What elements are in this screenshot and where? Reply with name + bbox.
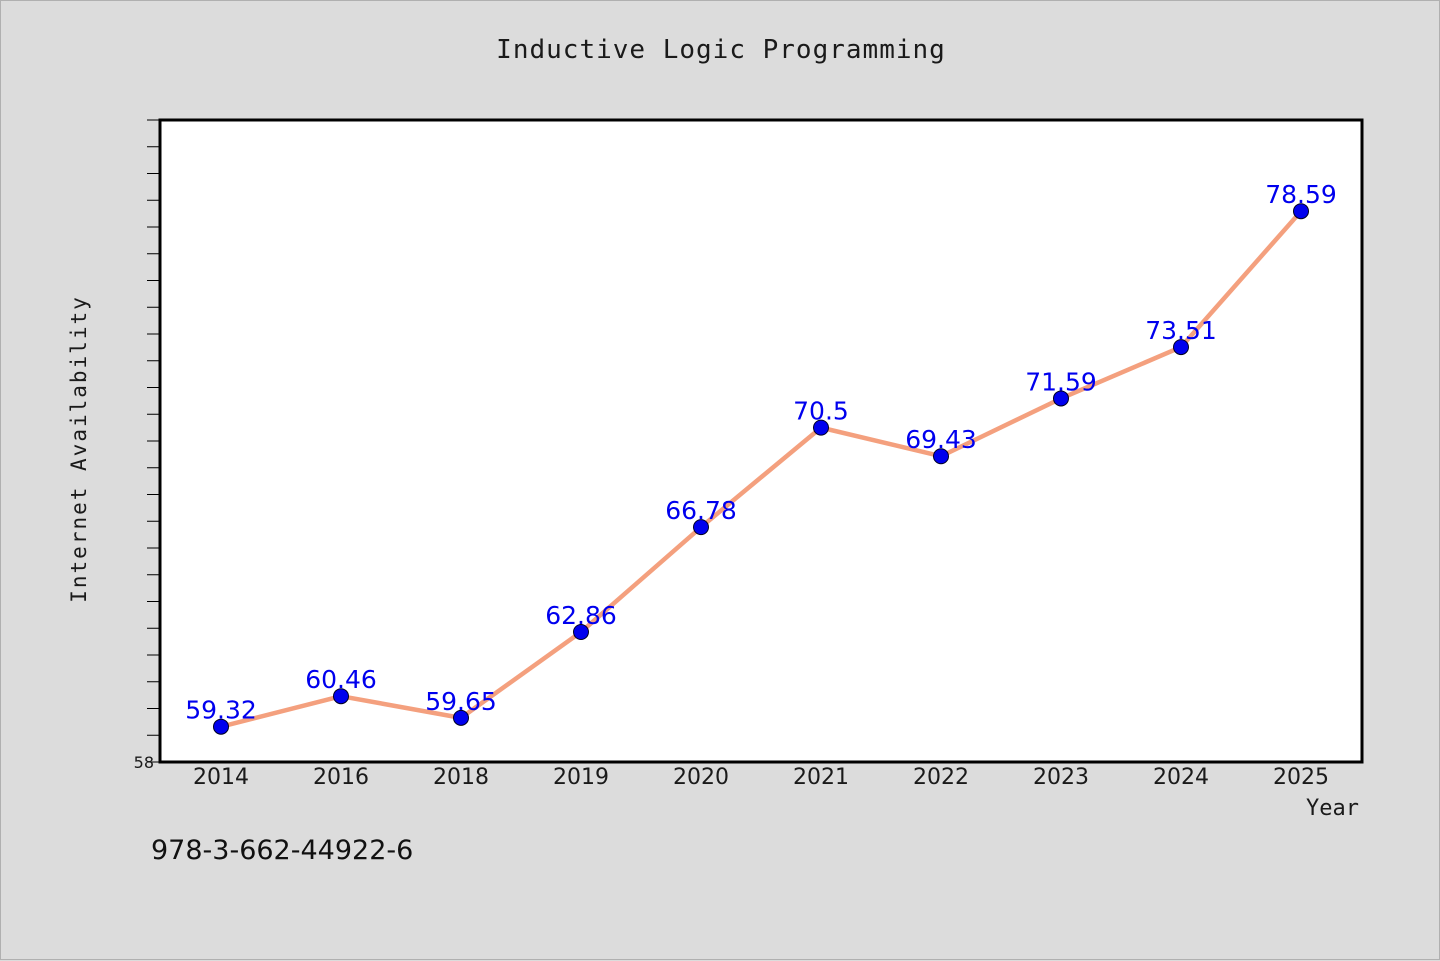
data-label: 78.59: [1265, 180, 1337, 209]
isbn-code: 978-3-662-44922-6: [151, 835, 414, 866]
data-label: 59.32: [185, 696, 257, 725]
data-point: [813, 419, 829, 436]
series-lines: [218, 208, 1304, 729]
data-point: [333, 688, 349, 705]
x-tick-label: 2014: [193, 765, 249, 790]
data-label: 71.59: [1025, 367, 1097, 396]
series-line: [218, 208, 1304, 729]
data-label: 60.46: [305, 665, 377, 694]
y-tick-label: 58: [134, 753, 154, 772]
data-label: 73.51: [1145, 316, 1217, 345]
y-axis-ticks: 58: [134, 119, 159, 772]
x-tick-label: 2022: [913, 765, 969, 790]
data-point: [453, 709, 469, 726]
data-point: [1053, 390, 1069, 407]
chart-title: Inductive Logic Programming: [496, 35, 946, 65]
data-point: [1173, 339, 1189, 356]
x-tick-label: 2018: [433, 765, 489, 790]
x-axis-label: Year: [1306, 796, 1359, 821]
data-label: 66.78: [665, 496, 737, 525]
data-points: [213, 203, 1309, 735]
data-label: 62.86: [545, 601, 617, 630]
data-point: [693, 519, 709, 536]
data-label: 69.43: [905, 425, 977, 454]
x-tick-label: 2016: [313, 765, 369, 790]
data-labels: 59.32 60.46 59.65 62.86 66.78 70.5 69.43 71.59 7…: [185, 180, 1337, 724]
data-point: [1293, 203, 1309, 220]
data-point: [933, 448, 949, 465]
x-tick-label: 2025: [1273, 765, 1329, 790]
x-tick-label: 2024: [1153, 765, 1209, 790]
x-tick-label: 2021: [793, 765, 849, 790]
data-label: 59.65: [425, 687, 497, 716]
x-tick-label: 2019: [553, 765, 609, 790]
data-point: [213, 718, 229, 735]
data-label: 70.5: [793, 397, 849, 426]
x-axis-ticks: 2014 2016 2018 2019 2020 2021 2022 2023 2024 2025: [193, 765, 1329, 790]
plot-area: [158, 118, 1364, 764]
x-tick-label: 2020: [673, 765, 729, 790]
x-tick-label: 2023: [1033, 765, 1089, 790]
data-point: [573, 623, 589, 640]
